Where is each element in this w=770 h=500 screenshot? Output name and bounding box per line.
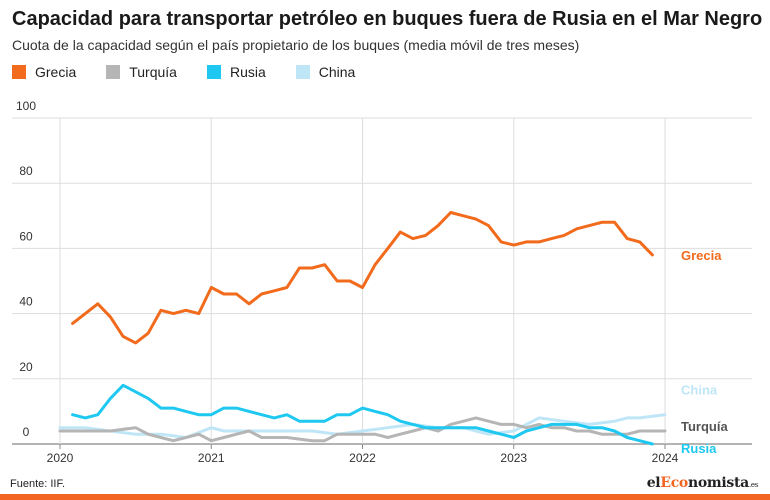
logo-prefix: el bbox=[646, 475, 661, 491]
end-label-rusia: Rusia bbox=[681, 441, 717, 456]
series-line-rusia bbox=[71, 383, 654, 446]
y-tick-label-0: 0 bbox=[23, 425, 30, 439]
chart-subtitle: Cuota de la capacidad según el país prop… bbox=[12, 37, 580, 53]
line-chart: 0 20 40 60 80 100 2020 2021 2022 2023 2024 Grecia Ch… bbox=[12, 99, 752, 465]
end-label-china: China bbox=[681, 383, 718, 398]
legend-label-china: China bbox=[318, 64, 356, 80]
x-tick-label-2022: 2022 bbox=[349, 451, 376, 465]
legend-item-turquia: Turquía bbox=[106, 64, 177, 80]
end-label-turquia: Turquía bbox=[681, 419, 728, 434]
legend-swatch-turquia bbox=[106, 65, 121, 79]
legend-swatch-grecia bbox=[12, 65, 26, 79]
y-tick-label-100: 100 bbox=[16, 99, 36, 113]
x-tick-label-2024: 2024 bbox=[652, 451, 679, 465]
legend-label-grecia: Grecia bbox=[35, 64, 77, 80]
y-tick-label-80: 80 bbox=[19, 164, 33, 178]
logo-rest: nomista bbox=[687, 475, 749, 491]
y-tick-label-20: 20 bbox=[19, 360, 33, 374]
series-line-china bbox=[58, 413, 667, 439]
legend-swatch-china bbox=[295, 65, 310, 79]
legend-item-rusia: Rusia bbox=[206, 64, 266, 80]
legend-item-grecia: Grecia bbox=[12, 64, 76, 80]
legend: Grecia Turquía Rusia China bbox=[12, 62, 385, 82]
x-tick-label-2020: 2020 bbox=[47, 451, 74, 465]
chart-title: Capacidad para transportar petróleo en b… bbox=[12, 8, 763, 30]
legend-label-turquia: Turquía bbox=[129, 64, 177, 80]
logo-suffix: .es bbox=[748, 481, 758, 489]
x-tick-label-2023: 2023 bbox=[500, 451, 527, 465]
series-line-grecia bbox=[71, 211, 654, 345]
legend-label-rusia: Rusia bbox=[229, 64, 266, 80]
source-note: Fuente: IIF. bbox=[10, 478, 66, 490]
brand-logo: elEconomista.es bbox=[646, 475, 759, 491]
bottom-brand-bar bbox=[0, 494, 770, 500]
series-line-turquia bbox=[58, 416, 667, 443]
y-tick-label-40: 40 bbox=[19, 295, 33, 309]
logo-mid: Eco bbox=[660, 475, 688, 491]
legend-item-china: China bbox=[295, 64, 356, 80]
legend-swatch-rusia bbox=[206, 65, 221, 79]
y-tick-label-60: 60 bbox=[19, 229, 33, 243]
end-label-grecia: Grecia bbox=[681, 248, 722, 263]
x-tick-label-2021: 2021 bbox=[198, 451, 225, 465]
